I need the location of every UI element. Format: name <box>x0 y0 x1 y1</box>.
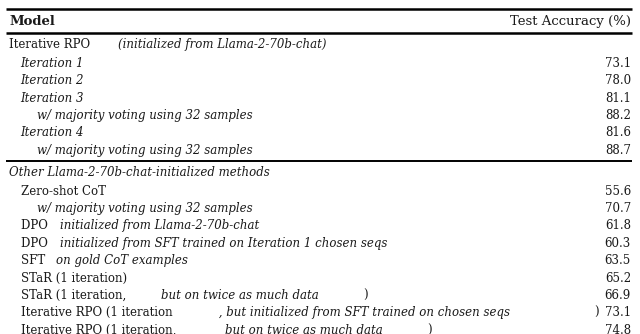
Text: 65.2: 65.2 <box>605 272 631 285</box>
Text: ): ) <box>364 289 368 302</box>
Text: STaR (1 iteration): STaR (1 iteration) <box>20 272 127 285</box>
Text: 73.1: 73.1 <box>605 306 631 319</box>
Text: w/ majority voting using 32 samples: w/ majority voting using 32 samples <box>37 144 253 157</box>
Text: 88.2: 88.2 <box>605 109 631 122</box>
Text: but on twice as much data: but on twice as much data <box>161 289 318 302</box>
Text: 74.8: 74.8 <box>605 324 631 334</box>
Text: SFT: SFT <box>20 254 49 267</box>
Text: 88.7: 88.7 <box>605 144 631 157</box>
Text: 61.8: 61.8 <box>605 219 631 232</box>
Text: ): ) <box>595 306 599 319</box>
Text: DPO: DPO <box>20 237 51 250</box>
Text: Iteration 1: Iteration 1 <box>20 57 84 70</box>
Text: but on twice as much data: but on twice as much data <box>225 324 383 334</box>
Text: Iteration 4: Iteration 4 <box>20 127 84 140</box>
Text: DPO: DPO <box>20 219 51 232</box>
Text: w/ majority voting using 32 samples: w/ majority voting using 32 samples <box>37 202 253 215</box>
Text: 60.3: 60.3 <box>605 237 631 250</box>
Text: w/ majority voting using 32 samples: w/ majority voting using 32 samples <box>37 109 253 122</box>
Text: ): ) <box>428 324 432 334</box>
Text: 73.1: 73.1 <box>605 57 631 70</box>
Text: 63.5: 63.5 <box>605 254 631 267</box>
Text: Iteration 2: Iteration 2 <box>20 74 84 87</box>
Text: 66.9: 66.9 <box>605 289 631 302</box>
Text: 81.6: 81.6 <box>605 127 631 140</box>
Text: initialized from SFT trained on Iteration 1 chosen seqs: initialized from SFT trained on Iteratio… <box>60 237 387 250</box>
Text: 78.0: 78.0 <box>605 74 631 87</box>
Text: Zero-shot CoT: Zero-shot CoT <box>20 185 106 198</box>
Text: on gold CoT examples: on gold CoT examples <box>56 254 188 267</box>
Text: Other Llama-2-70b-chat-initialized methods: Other Llama-2-70b-chat-initialized metho… <box>9 166 270 179</box>
Text: initialized from Llama-2-70b-chat: initialized from Llama-2-70b-chat <box>60 219 259 232</box>
Text: Iterative RPO (1 iteration: Iterative RPO (1 iteration <box>20 306 172 319</box>
Text: Iteration 3: Iteration 3 <box>20 92 84 105</box>
Text: 70.7: 70.7 <box>605 202 631 215</box>
Text: 81.1: 81.1 <box>605 92 631 105</box>
Text: Iterative RPO (1 iteration,: Iterative RPO (1 iteration, <box>20 324 180 334</box>
Text: 55.6: 55.6 <box>605 185 631 198</box>
Text: STaR (1 iteration,: STaR (1 iteration, <box>20 289 129 302</box>
Text: Iterative RPO: Iterative RPO <box>9 38 94 51</box>
Text: (initialized from Llama-2-70b-chat): (initialized from Llama-2-70b-chat) <box>118 38 326 51</box>
Text: , but initialized from SFT trained on chosen seqs: , but initialized from SFT trained on ch… <box>215 306 510 319</box>
Text: Model: Model <box>10 15 56 28</box>
Text: Test Accuracy (%): Test Accuracy (%) <box>510 15 631 28</box>
